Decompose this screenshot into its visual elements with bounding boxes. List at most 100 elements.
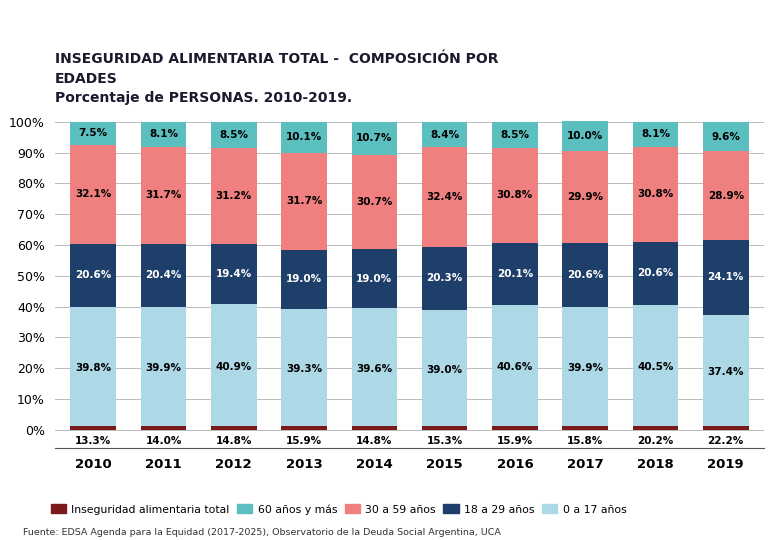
Text: 15.9%: 15.9% (497, 436, 533, 447)
Bar (140, 244, 186, 307)
Bar (492, 305, 537, 430)
Text: 8.1%: 8.1% (149, 129, 178, 139)
Bar (492, 243, 537, 305)
Bar (70, 145, 116, 244)
Text: 8.4%: 8.4% (430, 130, 459, 139)
Bar (282, 309, 327, 430)
Bar (703, 426, 749, 430)
Text: 40.5%: 40.5% (637, 362, 674, 373)
Bar (282, 153, 327, 250)
Bar (211, 244, 257, 304)
Bar (211, 148, 257, 244)
Bar (282, 122, 327, 153)
Bar (422, 122, 467, 147)
Bar (562, 151, 608, 244)
Bar (352, 122, 397, 155)
Bar (352, 426, 397, 430)
Bar (140, 426, 186, 430)
Bar (140, 307, 186, 430)
Bar (633, 147, 679, 241)
Bar (633, 241, 679, 305)
Bar (352, 249, 397, 308)
Bar (562, 426, 608, 430)
Bar (422, 247, 467, 309)
Text: 8.5%: 8.5% (501, 130, 530, 140)
Text: 20.2%: 20.2% (637, 436, 674, 447)
Bar (633, 426, 679, 430)
Text: 39.3%: 39.3% (286, 364, 322, 374)
Bar (422, 309, 467, 430)
Bar (140, 146, 186, 244)
Bar (703, 122, 749, 151)
Text: 39.6%: 39.6% (356, 364, 392, 374)
Bar (562, 120, 608, 151)
Text: 40.9%: 40.9% (216, 362, 252, 372)
Bar (140, 122, 186, 146)
Bar (562, 307, 608, 430)
Bar (492, 148, 537, 243)
Text: 19.0%: 19.0% (356, 274, 392, 284)
Bar (282, 250, 327, 309)
Text: 40.6%: 40.6% (497, 362, 533, 372)
Text: 15.3%: 15.3% (427, 436, 463, 447)
Text: 8.1%: 8.1% (641, 130, 670, 139)
Text: Fuente: EDSA Agenda para la Equidad (2017-2025), Observatorio de la Deuda Social: Fuente: EDSA Agenda para la Equidad (201… (23, 528, 502, 537)
Text: 19.0%: 19.0% (286, 274, 322, 285)
Text: 31.2%: 31.2% (216, 191, 252, 201)
Text: 13.3%: 13.3% (75, 436, 112, 447)
Bar (70, 244, 116, 307)
Text: 9.6%: 9.6% (711, 132, 740, 141)
Text: 15.8%: 15.8% (567, 436, 603, 447)
Text: 10.1%: 10.1% (286, 132, 322, 142)
Bar (422, 426, 467, 430)
Text: 7.5%: 7.5% (79, 129, 108, 138)
Text: 28.9%: 28.9% (707, 191, 744, 201)
Text: 37.4%: 37.4% (707, 367, 744, 377)
Text: 39.8%: 39.8% (75, 363, 112, 374)
Text: 19.4%: 19.4% (216, 269, 252, 279)
Text: 39.9%: 39.9% (146, 363, 182, 373)
Bar (703, 240, 749, 315)
Text: 20.3%: 20.3% (427, 273, 463, 284)
Bar (492, 122, 537, 148)
Text: 8.5%: 8.5% (219, 130, 248, 140)
Text: 31.7%: 31.7% (145, 190, 182, 200)
Text: 20.4%: 20.4% (145, 271, 182, 280)
Bar (492, 426, 537, 430)
Text: 14.0%: 14.0% (145, 436, 182, 447)
Text: 30.8%: 30.8% (637, 189, 674, 199)
Bar (282, 426, 327, 430)
Bar (703, 151, 749, 240)
Text: 31.7%: 31.7% (286, 197, 322, 206)
Bar (211, 304, 257, 430)
Text: 14.8%: 14.8% (356, 436, 392, 447)
Text: 20.1%: 20.1% (497, 269, 533, 279)
Text: 20.6%: 20.6% (567, 270, 603, 280)
Bar (352, 155, 397, 249)
Text: 29.9%: 29.9% (567, 192, 603, 202)
Text: 30.8%: 30.8% (497, 191, 533, 200)
Text: 20.6%: 20.6% (75, 271, 112, 280)
Bar (211, 122, 257, 148)
Text: 15.9%: 15.9% (286, 436, 322, 447)
Text: INSEGURIDAD ALIMENTARIA TOTAL -  COMPOSICIÓN POR
EDADES
Porcentaje de PERSONAS. : INSEGURIDAD ALIMENTARIA TOTAL - COMPOSIC… (55, 52, 498, 105)
Bar (70, 122, 116, 145)
Bar (352, 308, 397, 430)
Bar (633, 305, 679, 430)
Text: 30.7%: 30.7% (356, 197, 392, 207)
Text: 32.1%: 32.1% (75, 190, 112, 199)
Bar (70, 307, 116, 430)
Text: 20.6%: 20.6% (637, 268, 674, 278)
Bar (703, 315, 749, 430)
Bar (562, 244, 608, 307)
Text: 10.0%: 10.0% (567, 131, 603, 141)
Bar (422, 147, 467, 247)
Text: 14.8%: 14.8% (215, 436, 252, 447)
Text: 32.4%: 32.4% (427, 192, 463, 202)
Legend: Inseguridad alimentaria total, 60 años y más, 30 a 59 años, 18 a 29 años, 0 a 17: Inseguridad alimentaria total, 60 años y… (46, 500, 631, 519)
Text: 39.0%: 39.0% (427, 364, 463, 375)
Text: 10.7%: 10.7% (356, 133, 392, 143)
Bar (211, 426, 257, 430)
Text: 39.9%: 39.9% (567, 363, 603, 373)
Bar (70, 426, 116, 430)
